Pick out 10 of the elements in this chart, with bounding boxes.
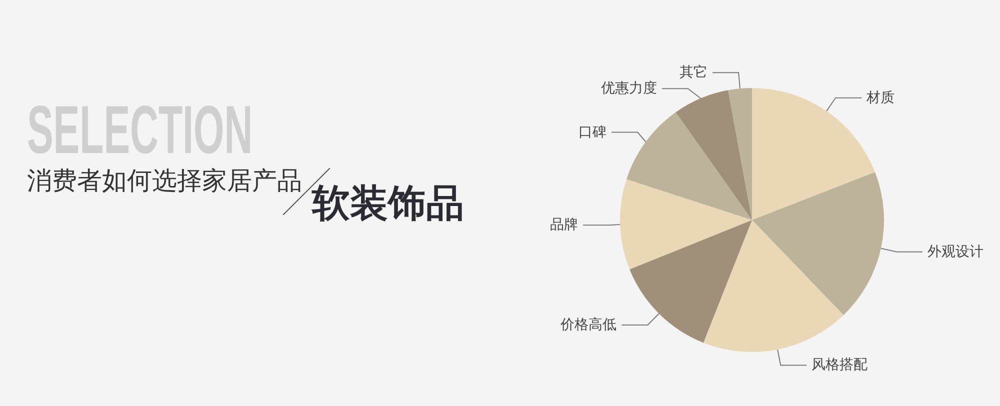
slice-label: 外观设计 xyxy=(928,244,984,260)
slice-label: 价格高低 xyxy=(560,316,617,333)
slice-label: 口碑 xyxy=(578,124,607,140)
slice-label: 风格搭配 xyxy=(812,357,868,374)
slice-label: 品牌 xyxy=(550,217,578,234)
slice-label: 优惠力度 xyxy=(600,80,657,97)
slice-label: 材质 xyxy=(866,90,895,106)
text: 软装饰品 xyxy=(312,180,464,226)
text: 消费者如何选择家居产品 xyxy=(27,166,302,196)
slice-label: 其它 xyxy=(680,64,708,81)
